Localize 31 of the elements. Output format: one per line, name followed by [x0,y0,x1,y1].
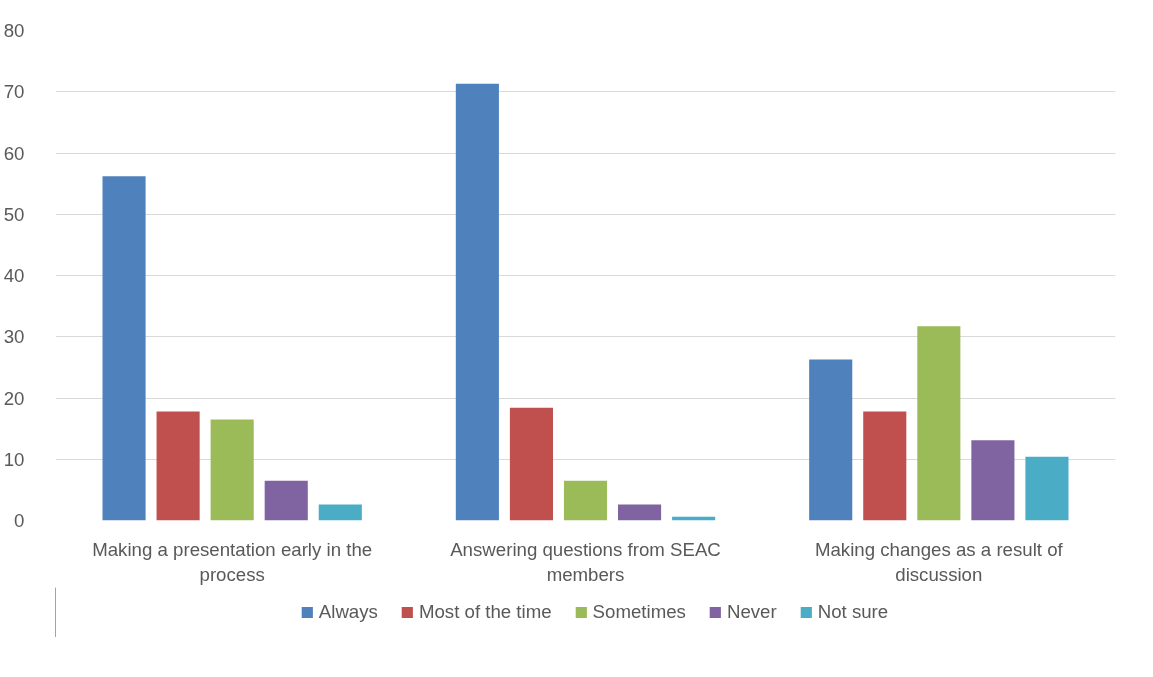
y-tick-label: 80 [3,20,25,41]
y-tick-label: 20 [3,387,25,409]
x-tick-label: Making changes as a result of discussion [814,538,1064,585]
y-tick-label: 30 [3,326,25,348]
legend-label: Sometimes [592,601,686,623]
bar [809,359,853,521]
bar [264,480,308,521]
y-tick-label: 50 [3,203,25,225]
bar [102,176,146,521]
bar [917,326,961,521]
x-tick-label: Making a presentation early in the process [92,538,373,585]
bar [455,83,499,521]
legend-label: Not sure [817,601,889,623]
y-tick-label: 60 [3,142,25,164]
y-tick-label: 40 [3,265,25,286]
y-tick-label: 10 [3,448,25,470]
bar [863,411,907,521]
y-tick-label: 0 [14,510,25,531]
bar [971,440,1015,521]
x-tick-label: Answering questions from SEAC members [450,538,721,585]
bar [618,504,662,521]
bar [156,411,200,521]
legend-label: Most of the time [418,601,552,623]
bar [1025,456,1069,521]
bar [563,480,608,521]
y-tick-label: 70 [3,81,25,103]
bar [210,419,254,521]
legend-label: Never [726,601,777,623]
legend-label: Always [318,601,378,623]
bar [509,407,553,521]
bar [318,504,362,521]
